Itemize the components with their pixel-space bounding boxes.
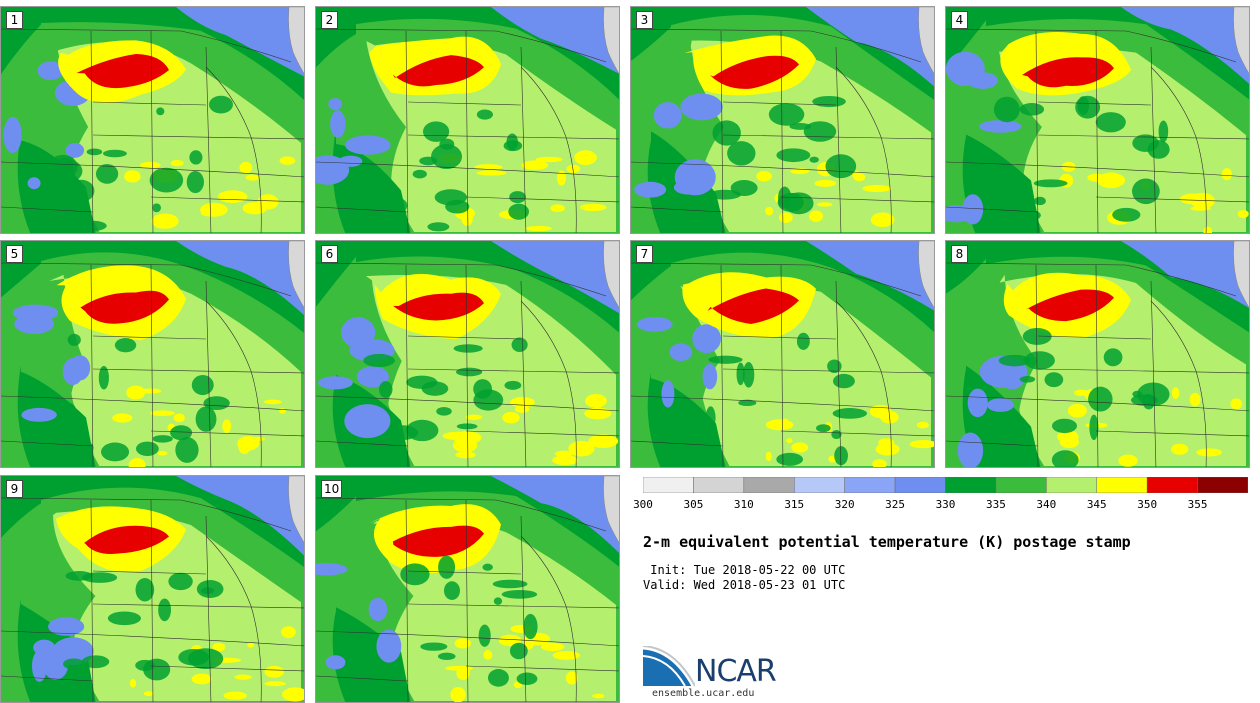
colorbar bbox=[643, 477, 1248, 493]
colorbar-tick-label: 340 bbox=[1036, 498, 1057, 511]
ensemble-url-link[interactable]: ensemble.ucar.edu bbox=[652, 688, 755, 699]
member-number: 5 bbox=[6, 245, 23, 263]
theta-e-map bbox=[946, 7, 1249, 233]
ncar-logo-icon[interactable] bbox=[643, 646, 695, 688]
member-number: 8 bbox=[951, 245, 968, 263]
colorbar-tick-label: 325 bbox=[885, 498, 906, 511]
colorbar-segment bbox=[1146, 477, 1198, 493]
colorbar-segment bbox=[1096, 477, 1148, 493]
theta-e-map bbox=[1, 476, 304, 702]
colorbar-tick-label: 330 bbox=[935, 498, 956, 511]
colorbar-tick-label: 300 bbox=[633, 498, 653, 511]
theta-e-map bbox=[316, 241, 619, 467]
member-number: 7 bbox=[636, 245, 653, 263]
member-panel[interactable]: 7 bbox=[630, 240, 935, 468]
member-number: 4 bbox=[951, 11, 968, 29]
member-number: 9 bbox=[6, 480, 23, 498]
member-panel[interactable]: 9 bbox=[0, 475, 305, 703]
theta-e-map bbox=[631, 241, 934, 467]
colorbar-segment bbox=[1197, 477, 1248, 493]
valid-time: Valid: Wed 2018-05-23 01 UTC bbox=[643, 578, 846, 592]
member-number: 6 bbox=[321, 245, 338, 263]
colorbar-segment bbox=[743, 477, 795, 493]
theta-e-map bbox=[316, 476, 619, 702]
colorbar-tick-label: 315 bbox=[784, 498, 805, 511]
colorbar-segment bbox=[844, 477, 896, 493]
colorbar-tick-label: 335 bbox=[985, 498, 1006, 511]
colorbar-tick-label: 350 bbox=[1137, 498, 1158, 511]
member-panel[interactable]: 2 bbox=[315, 6, 620, 234]
member-panel[interactable]: 3 bbox=[630, 6, 935, 234]
member-number: 1 bbox=[6, 11, 23, 29]
colorbar-tick-label: 305 bbox=[683, 498, 704, 511]
colorbar-tick-label: 355 bbox=[1187, 498, 1208, 511]
member-panel[interactable]: 6 bbox=[315, 240, 620, 468]
theta-e-map bbox=[1, 241, 304, 467]
colorbar-segment bbox=[894, 477, 946, 493]
ncar-logo-text: NCAR bbox=[695, 654, 777, 689]
colorbar-segment bbox=[945, 477, 997, 493]
theta-e-map bbox=[631, 7, 934, 233]
theta-e-map bbox=[946, 241, 1249, 467]
theta-e-map bbox=[316, 7, 619, 233]
colorbar-segment bbox=[794, 477, 845, 493]
theta-e-map bbox=[1, 7, 304, 233]
colorbar-tick-label: 320 bbox=[834, 498, 855, 511]
member-panel[interactable]: 5 bbox=[0, 240, 305, 468]
colorbar-tick-label: 345 bbox=[1086, 498, 1107, 511]
figure-title: 2-m equivalent potential temperature (K)… bbox=[643, 533, 1131, 551]
member-panel[interactable]: 8 bbox=[945, 240, 1250, 468]
colorbar-segment bbox=[693, 477, 745, 493]
member-panel[interactable]: 10 bbox=[315, 475, 620, 703]
member-number: 10 bbox=[321, 480, 343, 498]
colorbar-tick-label: 310 bbox=[733, 498, 754, 511]
colorbar-segment bbox=[1046, 477, 1098, 493]
member-number: 3 bbox=[636, 11, 653, 29]
member-number: 2 bbox=[321, 11, 338, 29]
member-panel[interactable]: 1 bbox=[0, 6, 305, 234]
member-panel[interactable]: 4 bbox=[945, 6, 1250, 234]
colorbar-segment bbox=[643, 477, 694, 493]
colorbar-segment bbox=[995, 477, 1047, 493]
init-time: Init: Tue 2018-05-22 00 UTC bbox=[643, 563, 846, 577]
